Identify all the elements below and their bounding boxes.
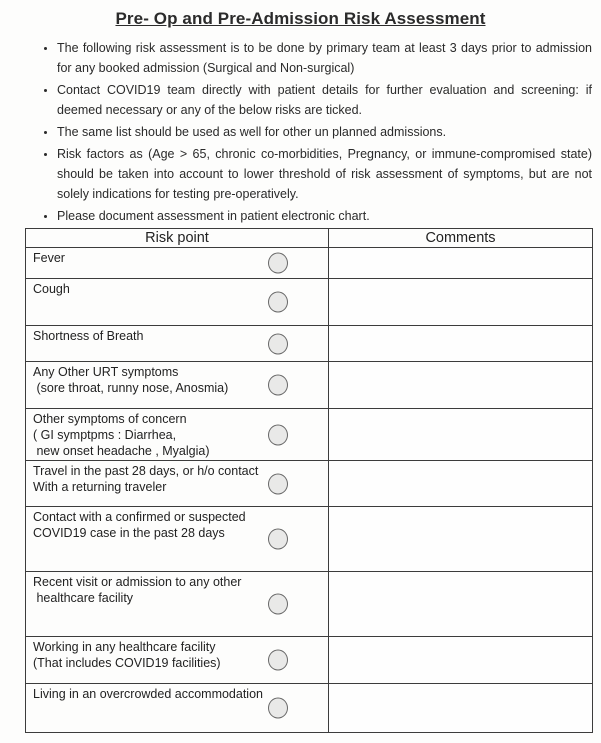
- comment-cell[interactable]: [328, 460, 593, 507]
- instruction-list: The following risk assessment is to be d…: [9, 38, 592, 226]
- risk-assessment-table: Risk point Comments Fever Cough: [25, 228, 593, 733]
- risk-label: Contact with a confirmed or suspected CO…: [33, 510, 246, 540]
- tick-circle-icon[interactable]: [268, 252, 288, 274]
- table-row: Living in an overcrowded accommodation: [25, 683, 593, 733]
- comment-cell[interactable]: [328, 683, 593, 733]
- comments-column-header: Comments: [328, 228, 593, 248]
- tick-circle-icon[interactable]: [268, 291, 288, 313]
- risk-label: Other symptoms of concern ( GI symptpms …: [33, 412, 210, 458]
- table-row: Cough: [25, 278, 593, 326]
- table-header-row: Risk point Comments: [25, 228, 593, 248]
- comment-cell[interactable]: [328, 636, 593, 684]
- table-row: Fever: [25, 247, 593, 279]
- tick-circle-icon[interactable]: [268, 333, 288, 354]
- risk-label: Any Other URT symptoms (sore throat, run…: [33, 365, 229, 395]
- instruction-bullet: The following risk assessment is to be d…: [57, 38, 592, 78]
- comment-cell[interactable]: [328, 506, 593, 572]
- tick-circle-icon[interactable]: [268, 374, 288, 396]
- tick-circle-icon[interactable]: [268, 473, 288, 494]
- instruction-bullet: Please document assessment in patient el…: [57, 206, 592, 226]
- risk-label: Shortness of Breath: [33, 329, 144, 343]
- risk-label: Travel in the past 28 days, or h/o conta…: [33, 464, 259, 494]
- table-row: Travel in the past 28 days, or h/o conta…: [25, 460, 593, 507]
- risk-label: Working in any healthcare facility (That…: [33, 640, 221, 670]
- table-row: Any Other URT symptoms (sore throat, run…: [25, 361, 593, 409]
- instruction-bullet: The same list should be used as well for…: [57, 122, 592, 142]
- table-row: Contact with a confirmed or suspected CO…: [25, 506, 593, 572]
- table-row: Recent visit or admission to any other h…: [25, 571, 593, 637]
- tick-circle-icon[interactable]: [268, 424, 288, 445]
- comment-cell[interactable]: [328, 247, 593, 279]
- risk-point-column-header: Risk point: [25, 228, 329, 248]
- comment-cell[interactable]: [328, 325, 593, 362]
- risk-label: Living in an overcrowded accommodation: [33, 687, 263, 701]
- page-title: Pre- Op and Pre-Admission Risk Assessmen…: [115, 9, 486, 28]
- comment-cell[interactable]: [328, 278, 593, 326]
- risk-label: Recent visit or admission to any other h…: [33, 575, 242, 605]
- tick-circle-icon[interactable]: [268, 697, 288, 719]
- tick-circle-icon[interactable]: [268, 593, 288, 615]
- risk-label: Fever: [33, 251, 65, 265]
- tick-circle-icon[interactable]: [268, 528, 288, 550]
- tick-circle-icon[interactable]: [268, 649, 288, 671]
- instruction-bullet: Risk factors as (Age > 65, chronic co-mo…: [57, 144, 592, 204]
- comment-cell[interactable]: [328, 408, 593, 461]
- risk-label: Cough: [33, 282, 70, 296]
- table-row: Working in any healthcare facility (That…: [25, 636, 593, 684]
- table-row: Shortness of Breath: [25, 325, 593, 362]
- instruction-bullet: Contact COVID19 team directly with patie…: [57, 80, 592, 120]
- table-row: Other symptoms of concern ( GI symptpms …: [25, 408, 593, 461]
- comment-cell[interactable]: [328, 571, 593, 637]
- comment-cell[interactable]: [328, 361, 593, 409]
